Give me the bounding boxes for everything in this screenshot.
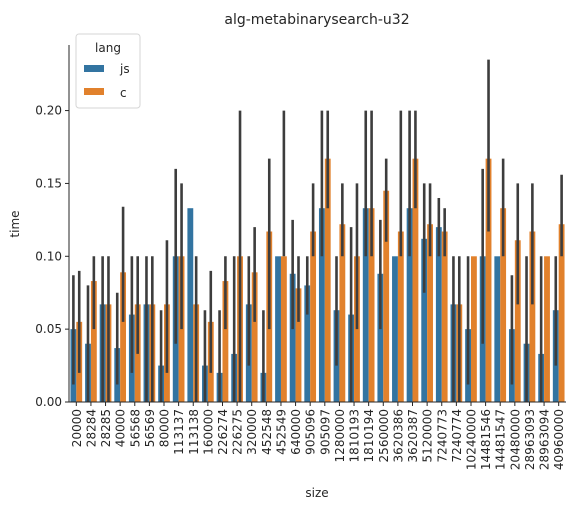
x-tick-label: 14481546	[479, 409, 493, 470]
bar-c-452549	[280, 256, 287, 402]
bar-c-7240773	[441, 231, 448, 402]
x-tick-label: 40000	[114, 409, 128, 447]
legend-label-c: c	[120, 86, 127, 100]
x-tick-label: 7240774	[450, 409, 464, 462]
x-tick-label: 20480000	[508, 409, 522, 470]
y-tick-label: 0.10	[35, 249, 62, 263]
bar-c-28284	[90, 281, 97, 402]
bar-js-7240773	[435, 227, 442, 402]
bar-c-905097	[324, 158, 331, 402]
x-tick-label: 7240773	[435, 409, 449, 462]
error-bars-group	[72, 59, 563, 402]
bar-c-226274	[222, 281, 229, 402]
x-tick-label: 452549	[274, 409, 288, 455]
bar-js-452549	[275, 256, 281, 402]
bar-c-1280000	[339, 224, 346, 402]
bar-c-10240000	[470, 256, 477, 402]
bar-js-905097	[318, 208, 325, 402]
bar-js-3620386	[392, 256, 398, 402]
bar-js-5120000	[421, 238, 428, 402]
x-tick-label: 28963093	[523, 409, 537, 470]
x-tick-label: 56568	[128, 409, 142, 447]
bar-js-1810194	[362, 208, 369, 402]
y-ticks-group: 0.00 0.05 0.10 0.15 0.20	[35, 104, 69, 409]
bar-c-320000	[251, 272, 258, 402]
bar-js-905096	[304, 285, 311, 402]
chart-title: alg-metabinarysearch-u32	[224, 12, 409, 28]
bar-c-40000	[120, 272, 127, 402]
y-tick-label: 0.15	[35, 176, 62, 190]
x-tick-label: 160000	[201, 409, 215, 455]
x-tick-label: 14481547	[494, 409, 508, 470]
y-tick-label: 0.20	[35, 104, 62, 118]
bar-c-40960000	[558, 224, 565, 402]
legend-title: lang	[95, 41, 121, 55]
legend-label-js: js	[119, 62, 130, 76]
x-axis-title: size	[305, 486, 328, 500]
x-tick-label: 1280000	[333, 409, 347, 462]
y-tick-label: 0.05	[35, 322, 62, 336]
bar-c-28963093	[529, 231, 536, 402]
y-axis-title: time	[8, 210, 22, 237]
x-tick-label: 3620386	[391, 409, 405, 462]
x-tick-label: 113138	[187, 409, 201, 455]
x-tick-label: 28284	[84, 409, 98, 447]
bar-js-14481547	[494, 256, 501, 402]
x-tick-label: 452548	[260, 409, 274, 455]
bar-c-14481547	[500, 208, 507, 402]
bar-js-3620387	[406, 208, 413, 402]
bars-group	[70, 158, 565, 402]
x-tick-label: 640000	[289, 409, 303, 455]
bar-js-113138	[187, 208, 194, 402]
bar-c-1810194	[368, 208, 375, 402]
bar-c-905096	[310, 231, 317, 402]
x-tick-label: 28285	[99, 409, 113, 447]
bar-c-28963094	[544, 256, 550, 402]
bar-c-5120000	[427, 224, 433, 402]
bar-c-3620387	[412, 158, 419, 402]
bar-js-2560000	[377, 273, 384, 402]
bar-c-20480000	[514, 240, 521, 402]
x-tick-label: 28963094	[538, 409, 552, 470]
x-tick-label: 113137	[172, 409, 186, 455]
x-ticks-group: 20000 28284 28285 40000 56568 56569 80000 11313…	[70, 402, 566, 470]
bar-js-640000	[289, 273, 296, 402]
bar-c-640000	[295, 288, 302, 402]
bar-c-14481546	[485, 158, 492, 402]
legend-swatch-js	[84, 65, 104, 72]
x-tick-label: 226275	[231, 409, 245, 455]
legend: lang js c	[75, 33, 141, 109]
x-tick-label: 80000	[158, 409, 172, 447]
x-tick-label: 40960000	[552, 409, 566, 470]
bar-c-2560000	[383, 190, 390, 402]
x-tick-label: 2560000	[377, 409, 391, 462]
bar-c-113137	[178, 256, 185, 402]
x-tick-label: 1810193	[348, 409, 362, 462]
x-tick-label: 5120000	[421, 409, 435, 462]
y-tick-label: 0.00	[35, 395, 62, 409]
x-tick-label: 905097	[318, 409, 332, 455]
x-tick-label: 905096	[304, 409, 318, 455]
x-tick-label: 1810194	[362, 409, 376, 462]
bar-c-3620386	[397, 231, 404, 402]
x-tick-label: 226274	[216, 409, 230, 455]
legend-swatch-c	[84, 88, 104, 95]
x-tick-label: 20000	[70, 409, 84, 447]
x-tick-label: 10240000	[464, 409, 478, 470]
bar-c-1810193	[354, 256, 360, 402]
x-tick-label: 56569	[143, 409, 157, 447]
x-tick-label: 320000	[245, 409, 259, 455]
x-tick-label: 3620387	[406, 409, 420, 462]
